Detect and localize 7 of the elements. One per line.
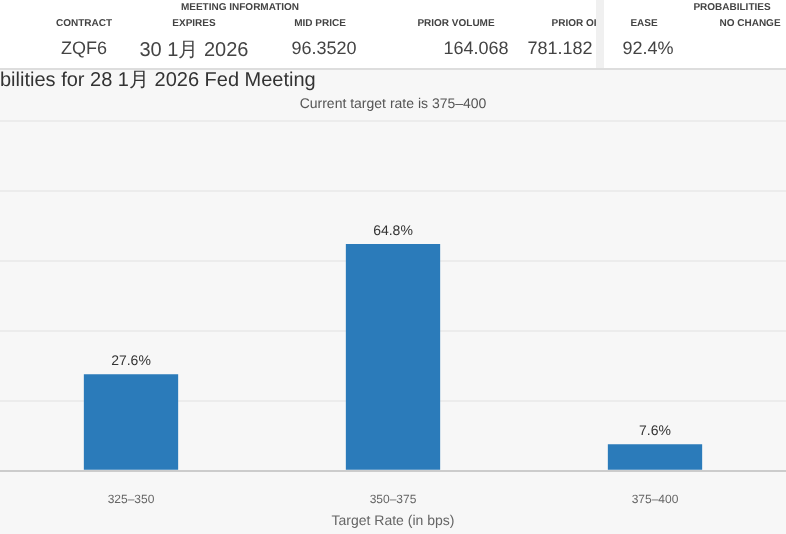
- text: 96.3520: [291, 38, 357, 58]
- chart-title: bilities for 28 1月 2026 Fed Meeting: [0, 69, 316, 92]
- text: ZQF6: [60, 38, 108, 58]
- text: 92.4%: [622, 38, 674, 58]
- text: 781.182: [527, 38, 593, 58]
- text: 164.068: [443, 38, 509, 58]
- text: 30 1月 2026: [139, 38, 249, 64]
